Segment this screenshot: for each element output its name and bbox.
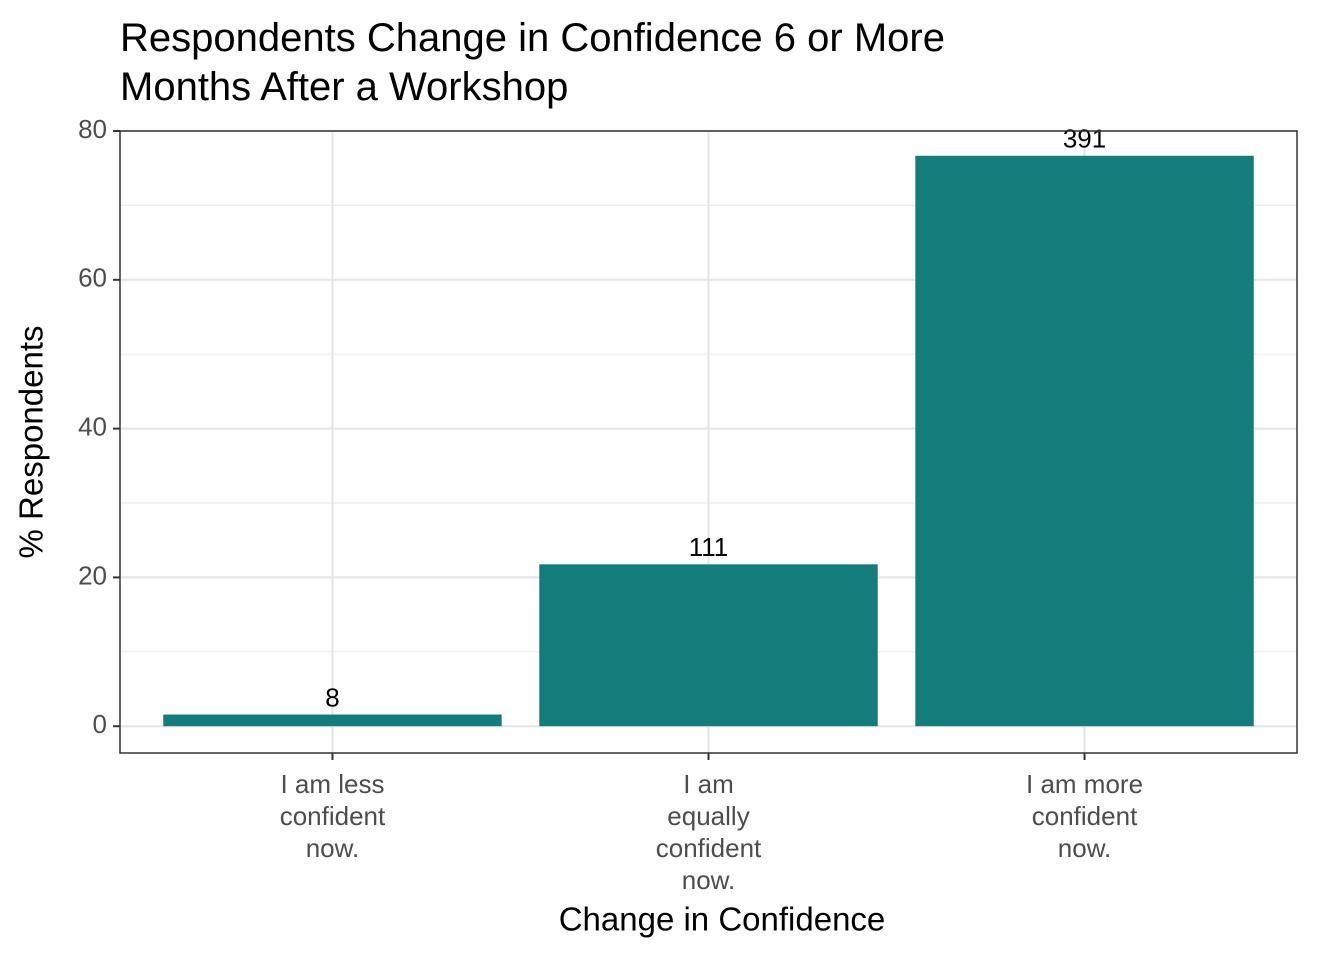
y-axis-label: % Respondents bbox=[13, 326, 50, 559]
x-tick-label: I am more confident now. bbox=[1026, 769, 1144, 863]
data-label: 111 bbox=[689, 532, 729, 562]
plot-border bbox=[119, 130, 1298, 754]
bar bbox=[539, 564, 878, 727]
x-axis-label: Change in Confidence bbox=[559, 901, 886, 938]
y-tick-label: 0 bbox=[93, 709, 107, 739]
bar bbox=[163, 714, 502, 727]
x-tick-label: I am equally confident now. bbox=[655, 769, 762, 895]
x-tick-label: I am less confident now. bbox=[279, 769, 386, 863]
data-label: 391 bbox=[1063, 124, 1106, 154]
chart-title: Respondents Change in Confidence 6 or Mo… bbox=[120, 16, 945, 109]
data-label: 8 bbox=[325, 682, 339, 712]
y-tick-label: 80 bbox=[78, 114, 107, 144]
y-tick-label: 40 bbox=[78, 411, 107, 441]
y-tick-label: 20 bbox=[78, 560, 107, 590]
bar bbox=[915, 155, 1254, 727]
y-tick-label: 60 bbox=[78, 263, 107, 293]
